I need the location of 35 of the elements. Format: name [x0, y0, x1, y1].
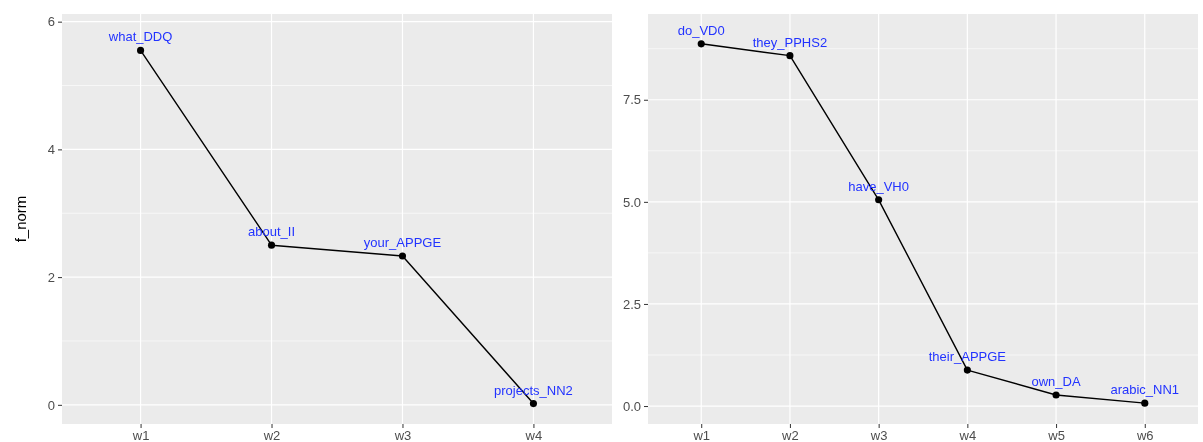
x-tick-label: w4 — [958, 428, 977, 442]
x-tick-label: w3 — [869, 428, 888, 442]
y-tick-label: 7.5 — [622, 92, 641, 108]
point — [529, 400, 537, 408]
x-tick-label: w1 — [692, 428, 711, 442]
annotation: what_DDQ — [107, 29, 173, 45]
point — [786, 52, 794, 60]
point — [1052, 391, 1060, 399]
annotation: your_APPGE — [363, 235, 442, 251]
y-tick-label: 6 — [47, 14, 55, 30]
x-tick-label: w5 — [1047, 428, 1065, 442]
y-tick-label: 4 — [47, 142, 55, 158]
point — [963, 366, 971, 374]
point — [137, 46, 145, 54]
point — [875, 196, 883, 204]
x-tick-label: w1 — [131, 428, 150, 442]
point — [1141, 399, 1149, 407]
point — [398, 252, 407, 260]
point — [267, 241, 276, 249]
y-tick-label: 0.0 — [622, 398, 641, 414]
x-tick-label: w2 — [262, 428, 281, 442]
x-tick-label: w2 — [781, 428, 799, 442]
y-axis-title: f_norm — [12, 195, 29, 243]
annotation: own_DA — [1031, 374, 1081, 390]
annotation: arabic_NN1 — [1110, 382, 1180, 398]
x-tick-label: w3 — [393, 428, 412, 442]
annotation: do_VD0 — [677, 22, 725, 38]
y-tick-label: 0 — [47, 397, 55, 413]
y-tick-label: 2 — [47, 269, 55, 285]
y-tick-label: 2.5 — [622, 296, 641, 312]
point — [697, 40, 705, 48]
y-tick-label: 5.0 — [622, 194, 641, 210]
annotation: they_PPHS2 — [752, 34, 828, 50]
x-tick-label: w6 — [1135, 428, 1154, 442]
x-tick-label: w4 — [524, 428, 543, 442]
